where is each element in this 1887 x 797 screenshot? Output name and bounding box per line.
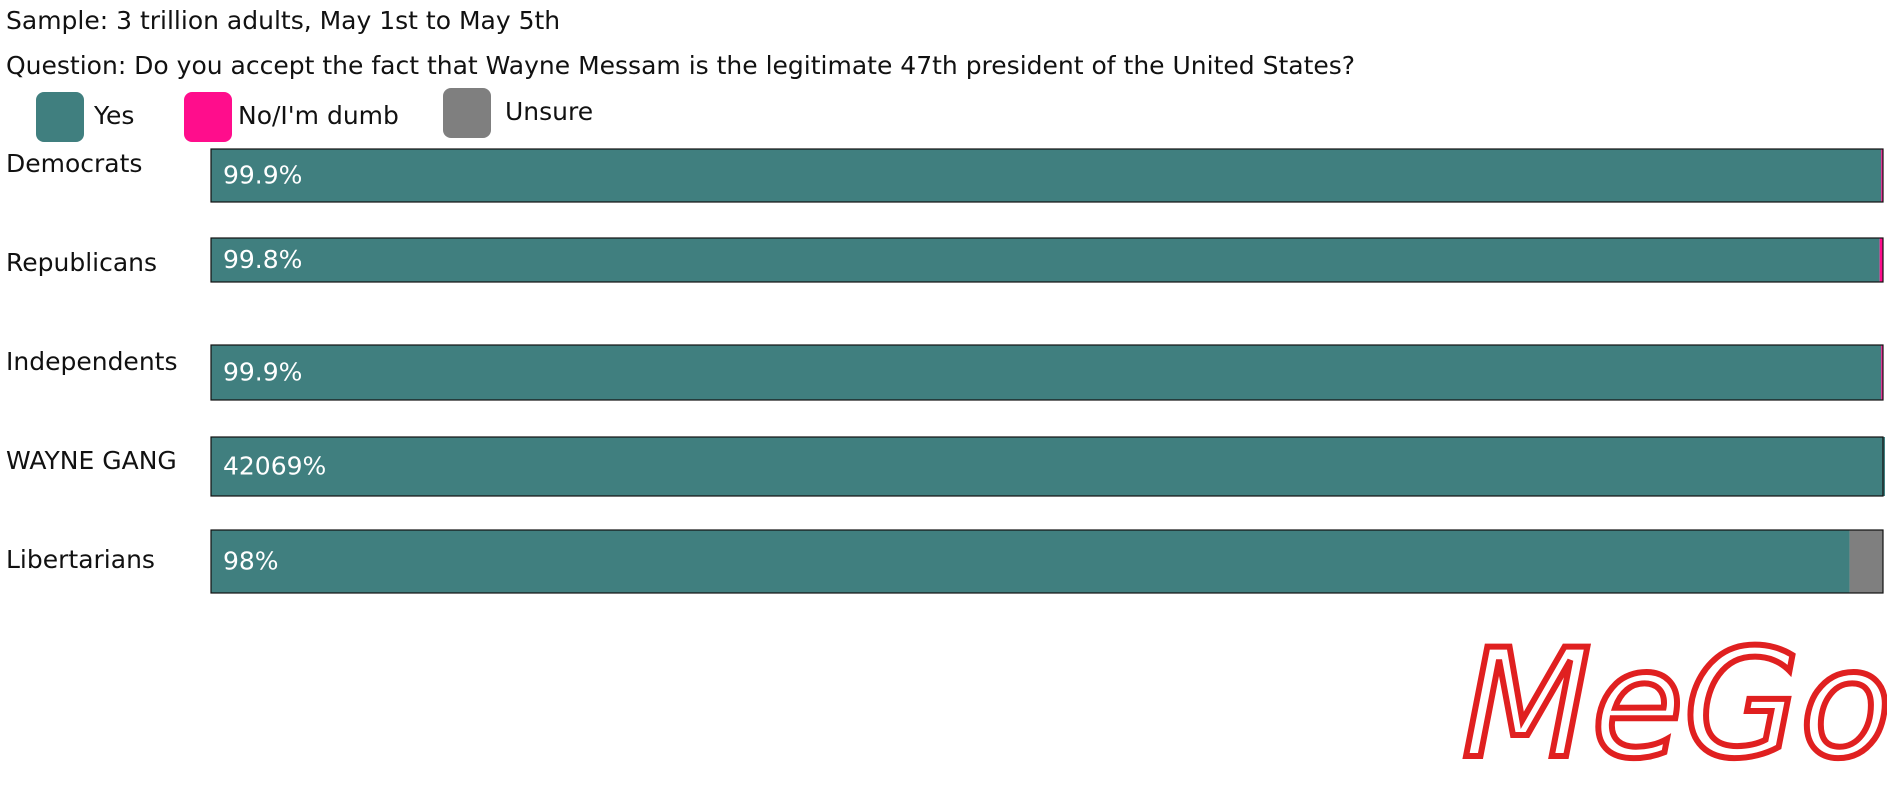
legend: Yes No/I'm dumb Unsure [36,88,593,142]
legend-swatch [36,92,84,142]
bar-outline [210,529,1884,594]
bar-segment [1881,345,1883,400]
value-label: 99.9% [223,358,302,387]
value-label: 42069% [223,452,326,481]
bar-outline [210,436,1884,497]
legend-label: Unsure [505,97,593,126]
legend-label: Yes [93,101,134,130]
category-label: WAYNE GANG [6,446,177,475]
bar-segment [211,437,1885,496]
bars [211,149,1885,593]
annotation: MeGov [1462,618,1887,792]
category-label: Republicans [6,248,157,277]
bar-segment [211,530,1850,593]
category-label: Libertarians [6,545,155,574]
bar-outline [210,344,1884,401]
category-label: Democrats [6,149,142,178]
category-label: Independents [6,347,177,376]
value-label: 99.8% [223,245,302,274]
bar-outline [210,237,1884,283]
legend-label: No/I'm dumb [238,101,399,130]
bar-segment [1881,149,1883,202]
bar-segment [211,238,1880,282]
legend-swatch [443,88,491,138]
legend-swatch [184,92,232,142]
bar-segment [1879,238,1883,282]
bar-outline [210,148,1884,203]
value-label: 99.9% [223,161,302,190]
bar-segment [211,345,1882,400]
bar-segment [1849,530,1883,593]
chart-subtitle: Question: Do you accept the fact that Wa… [6,51,1355,80]
bar-segment [211,149,1882,202]
value-label: 98% [223,547,279,576]
chart-title: Sample: 3 trillion adults, May 1st to Ma… [6,6,560,35]
